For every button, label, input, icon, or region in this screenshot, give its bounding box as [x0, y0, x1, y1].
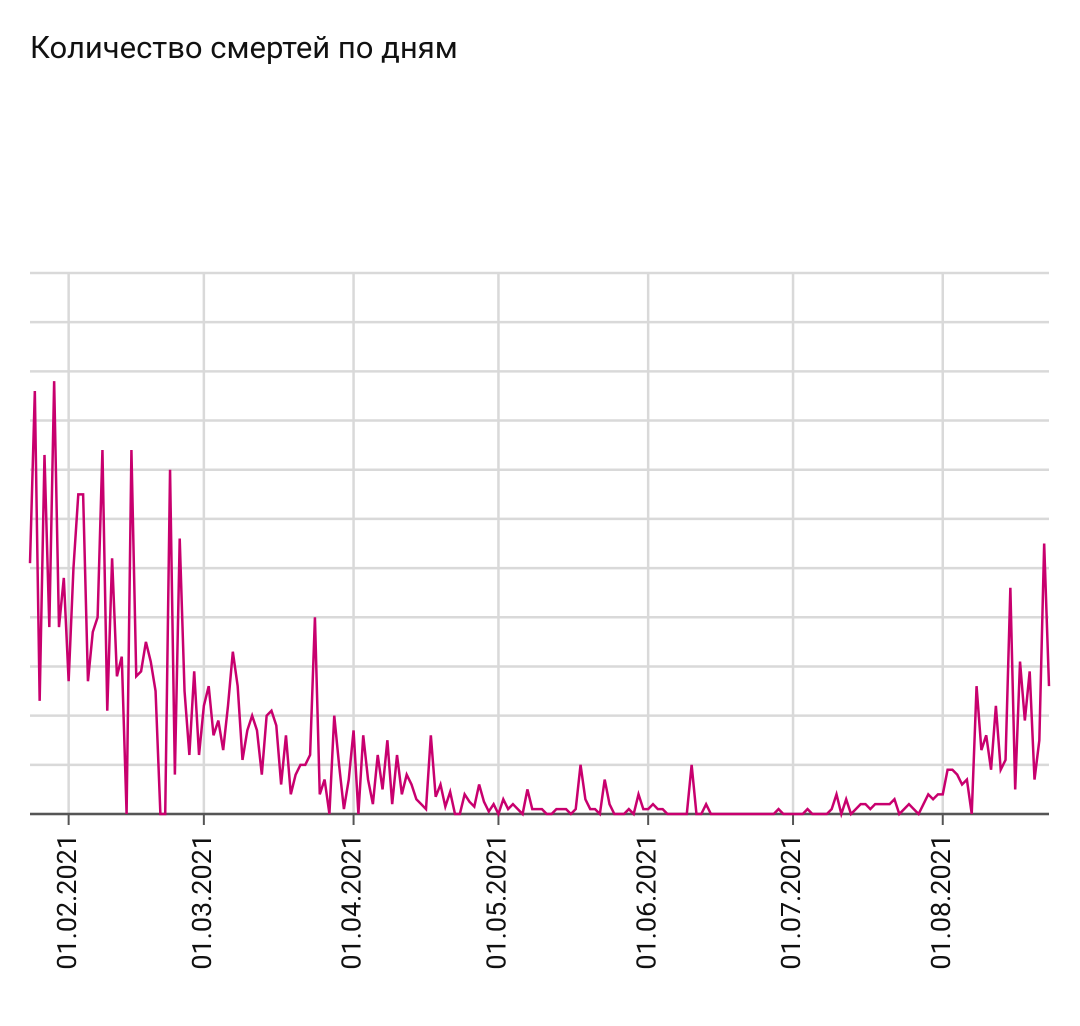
x-tick-label: 01.07.2021 — [775, 834, 807, 970]
x-tick-label: 01.08.2021 — [925, 834, 957, 970]
chart-title: Количество смертей по дням — [30, 29, 458, 66]
x-tick-label: 01.02.2021 — [51, 834, 83, 970]
x-tick-label: 01.03.2021 — [186, 834, 218, 970]
data-line — [28, 381, 1051, 819]
x-tick-label: 01.05.2021 — [481, 834, 513, 970]
x-tick-label: 01.06.2021 — [630, 834, 662, 970]
x-tick-label: 01.04.2021 — [336, 834, 368, 970]
